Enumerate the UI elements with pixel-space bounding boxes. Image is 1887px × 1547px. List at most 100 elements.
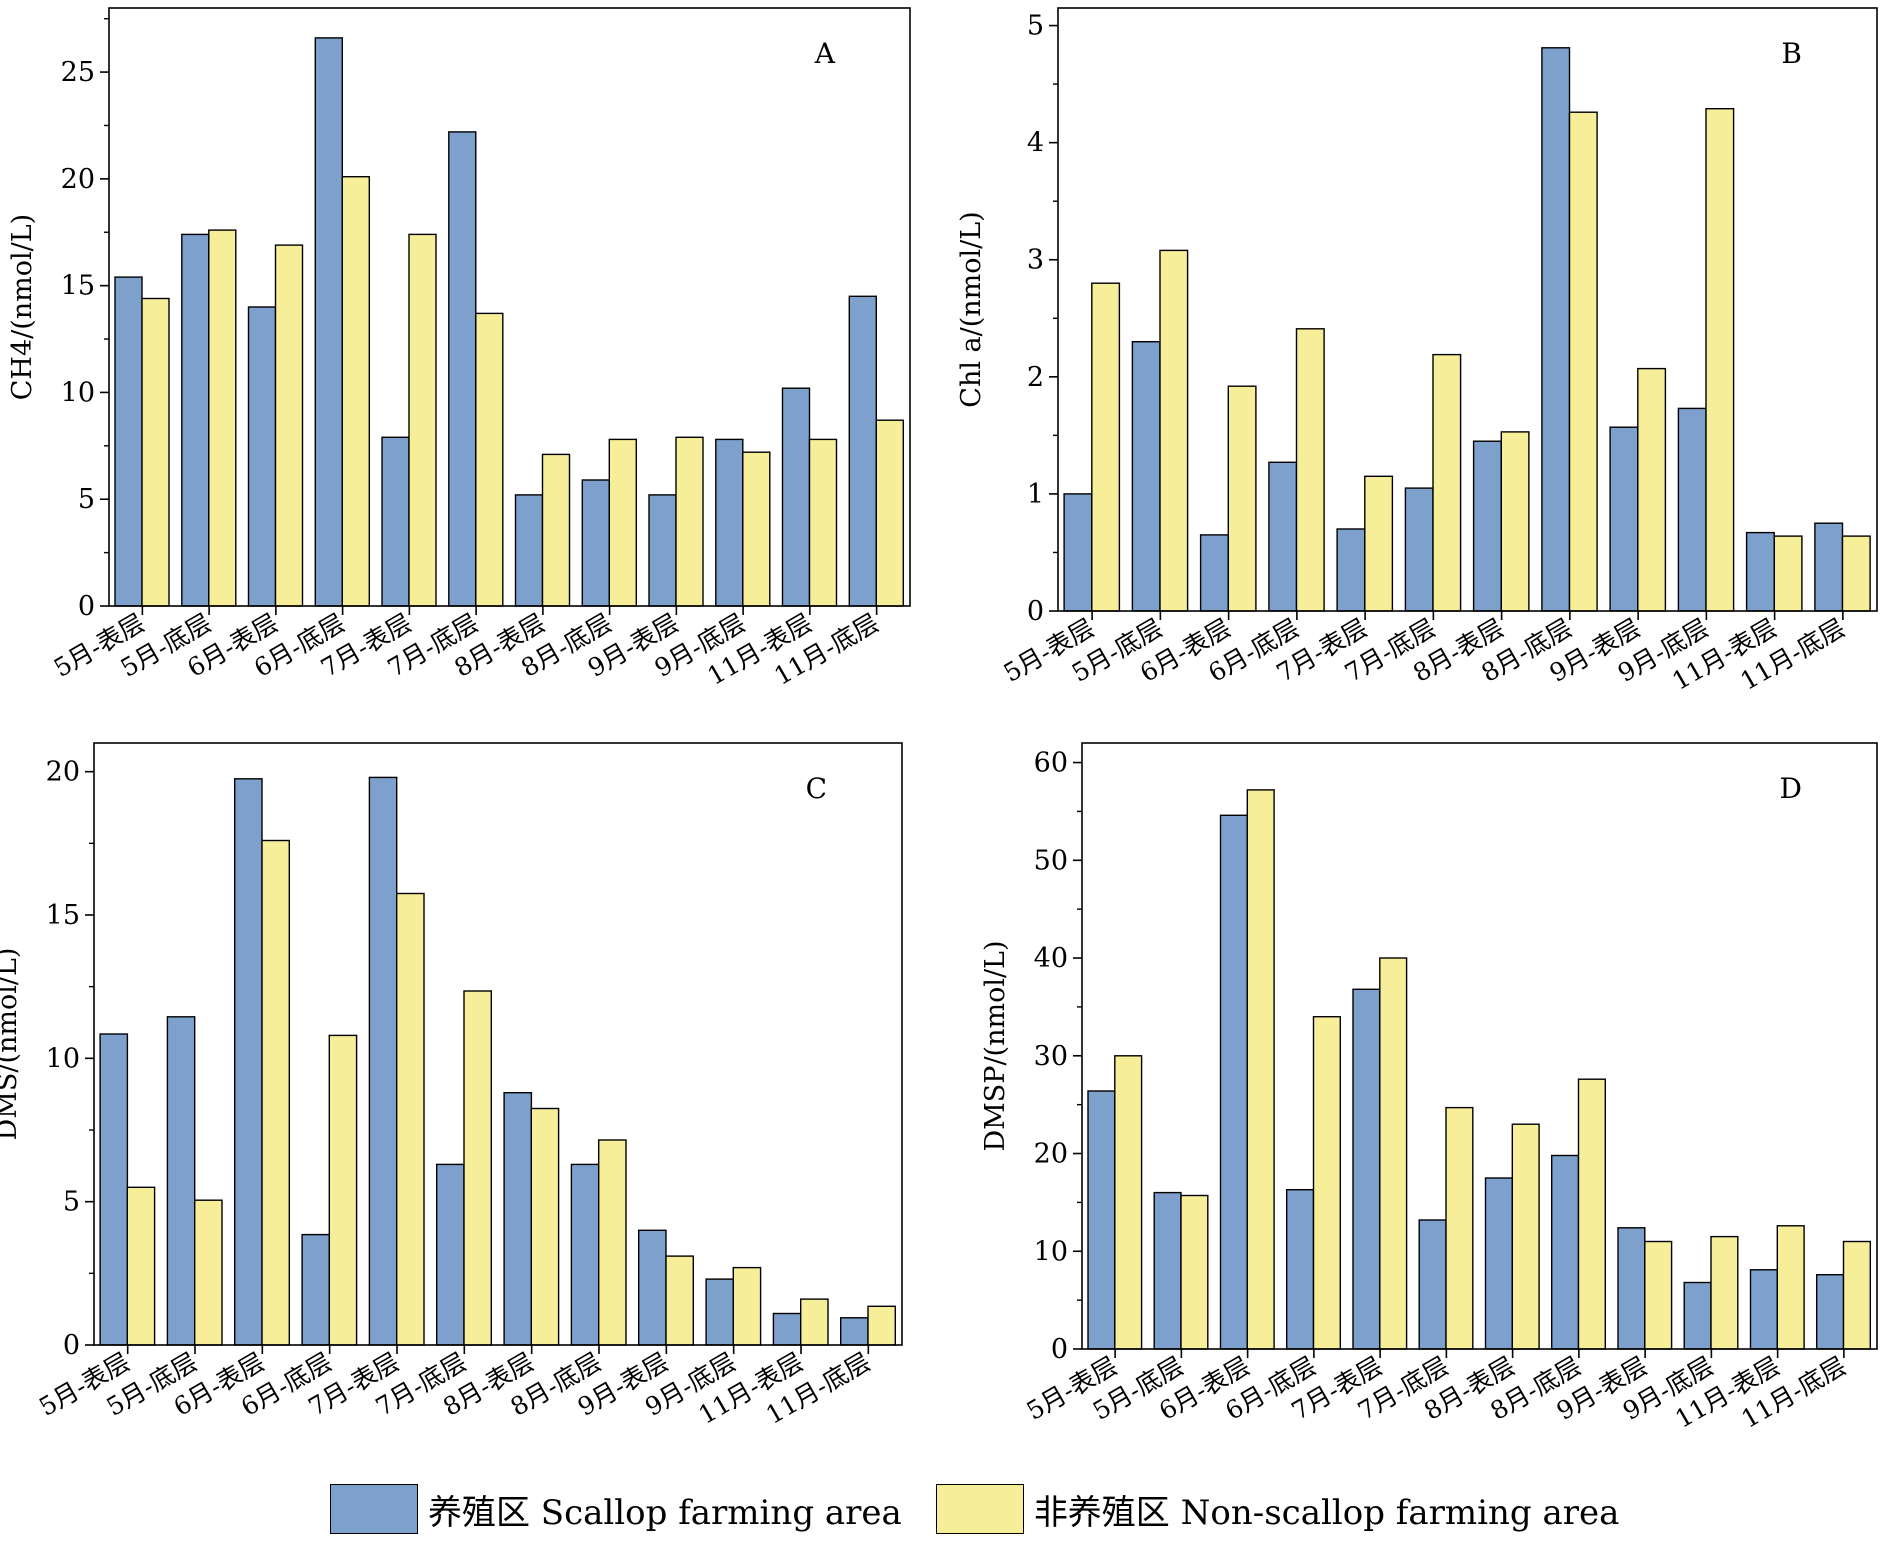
bar-non-farming-8 <box>1577 1078 1606 1350</box>
bar-non-farming-1 <box>126 1186 156 1346</box>
y-tick-label: 4 <box>1027 128 1044 159</box>
bar-non-farming-12 <box>1842 1240 1871 1350</box>
bar-farming-4 <box>1285 1188 1315 1350</box>
bar-non-farming-7 <box>1500 431 1530 612</box>
bar-farming-4 <box>301 1233 331 1346</box>
bar-non-farming-4 <box>1312 1016 1341 1350</box>
y-tick-label: 10 <box>61 377 95 408</box>
y-tick-label: 5 <box>1027 11 1044 42</box>
y-tick-label: 1 <box>1027 479 1044 510</box>
legend-label-farming: 养殖区 Scallop farming area <box>428 1492 902 1533</box>
bar-farming-5 <box>1336 528 1366 612</box>
bar-non-farming-2 <box>1159 249 1189 612</box>
y-tick-label: 10 <box>46 1043 80 1074</box>
chart-panel-c: 051015205月-表层5月-底层6月-表层6月-底层7月-表层7月-底层8月… <box>0 742 903 1430</box>
bar-farming-11 <box>1745 531 1775 612</box>
bar-non-farming-4 <box>341 175 370 607</box>
bar-non-farming-8 <box>598 1139 627 1346</box>
bar-non-farming-7 <box>541 453 571 607</box>
y-tick-label: 0 <box>78 591 95 622</box>
plot-frame <box>1057 7 1878 612</box>
bar-farming-7 <box>1472 440 1502 612</box>
bar-non-farming-5 <box>408 233 437 607</box>
bar-non-farming-7 <box>1511 1123 1540 1350</box>
bar-non-farming-7 <box>530 1107 560 1346</box>
y-tick-label: 20 <box>61 164 95 195</box>
bar-non-farming-5 <box>396 892 425 1346</box>
bar-non-farming-1 <box>1114 1055 1143 1350</box>
bar-farming-8 <box>1541 47 1571 612</box>
chart-panel-a: 05101520255月-表层5月-底层6月-表层6月-底层7月-表层7月-底层… <box>7 7 911 691</box>
bar-farming-10 <box>1677 407 1707 612</box>
bar-non-farming-11 <box>1773 535 1803 612</box>
plot-frame <box>1081 742 1878 1350</box>
y-tick-label: 10 <box>1034 1236 1068 1267</box>
bar-farming-3 <box>1219 814 1248 1350</box>
plot-frame <box>93 742 903 1346</box>
bar-farming-12 <box>1814 522 1844 612</box>
bar-non-farming-12 <box>867 1305 896 1346</box>
bar-farming-7 <box>1484 1177 1513 1350</box>
bar-farming-10 <box>1683 1281 1712 1350</box>
bar-non-farming-10 <box>742 451 771 607</box>
bar-farming-4 <box>1268 461 1298 612</box>
bar-non-farming-4 <box>328 1034 358 1346</box>
bar-non-farming-12 <box>1841 535 1871 612</box>
y-axis-label: DMSP/(nmol/L) <box>980 940 1011 1151</box>
y-tick-label: 15 <box>61 271 95 302</box>
bar-farming-2 <box>166 1016 196 1346</box>
bar-non-farming-6 <box>1445 1106 1474 1350</box>
bar-farming-6 <box>1418 1219 1447 1350</box>
bar-non-farming-3 <box>1227 385 1257 612</box>
bar-non-farming-10 <box>1705 107 1735 612</box>
y-tick-label: 50 <box>1034 845 1068 876</box>
bar-farming-12 <box>848 295 877 607</box>
y-tick-label: 3 <box>1027 245 1044 276</box>
bar-farming-8 <box>1550 1154 1580 1350</box>
bar-farming-7 <box>514 494 544 607</box>
bar-farming-9 <box>648 494 677 607</box>
bar-farming-10 <box>715 438 744 607</box>
bar-farming-2 <box>1131 341 1161 612</box>
bar-farming-2 <box>181 233 210 607</box>
y-tick-label: 25 <box>61 57 95 88</box>
y-tick-label: 0 <box>1051 1334 1068 1365</box>
bar-farming-1 <box>114 276 143 607</box>
bar-farming-5 <box>381 436 410 607</box>
bar-non-farming-3 <box>1246 789 1275 1350</box>
bar-non-farming-9 <box>1644 1240 1673 1350</box>
bar-non-farming-9 <box>675 436 704 607</box>
chart-panel-b: 0123455月-表层5月-底层6月-表层6月-底层7月-表层7月-底层8月-表… <box>956 7 1878 696</box>
bar-farming-12 <box>1815 1273 1845 1350</box>
bar-non-farming-2 <box>193 1199 223 1346</box>
bar-farming-10 <box>705 1278 735 1346</box>
bar-non-farming-9 <box>1637 367 1667 612</box>
y-tick-label: 60 <box>1034 748 1068 779</box>
bar-farming-5 <box>368 776 398 1346</box>
y-tick-label: 40 <box>1034 943 1068 974</box>
bar-farming-11 <box>781 387 811 607</box>
bar-non-farming-8 <box>1568 111 1598 612</box>
bar-farming-6 <box>1404 487 1434 612</box>
y-tick-label: 5 <box>63 1187 80 1218</box>
y-axis-label: CH4/(nmol/L) <box>7 214 38 400</box>
bar-farming-3 <box>233 778 263 1346</box>
y-tick-label: 0 <box>1027 596 1044 627</box>
bar-farming-2 <box>1153 1191 1182 1350</box>
panel-label: D <box>1780 772 1802 805</box>
legend-swatch-non-farming <box>935 1484 1024 1534</box>
bar-non-farming-6 <box>1432 353 1462 612</box>
bar-non-farming-3 <box>274 244 304 607</box>
bar-farming-5 <box>1352 988 1381 1350</box>
y-axis-label: Chl a/(nmol/L) <box>956 211 987 407</box>
bar-farming-3 <box>1199 534 1229 612</box>
bar-farming-6 <box>436 1163 465 1346</box>
bar-farming-4 <box>314 37 343 607</box>
panel-label: C <box>806 772 827 805</box>
bar-non-farming-1 <box>1091 282 1121 612</box>
legend-item-non-farming: 非养殖区 Non-scallop farming area <box>935 1484 1619 1534</box>
bar-non-farming-10 <box>1710 1235 1739 1350</box>
bar-non-farming-10 <box>732 1266 762 1346</box>
y-tick-label: 2 <box>1027 362 1044 393</box>
